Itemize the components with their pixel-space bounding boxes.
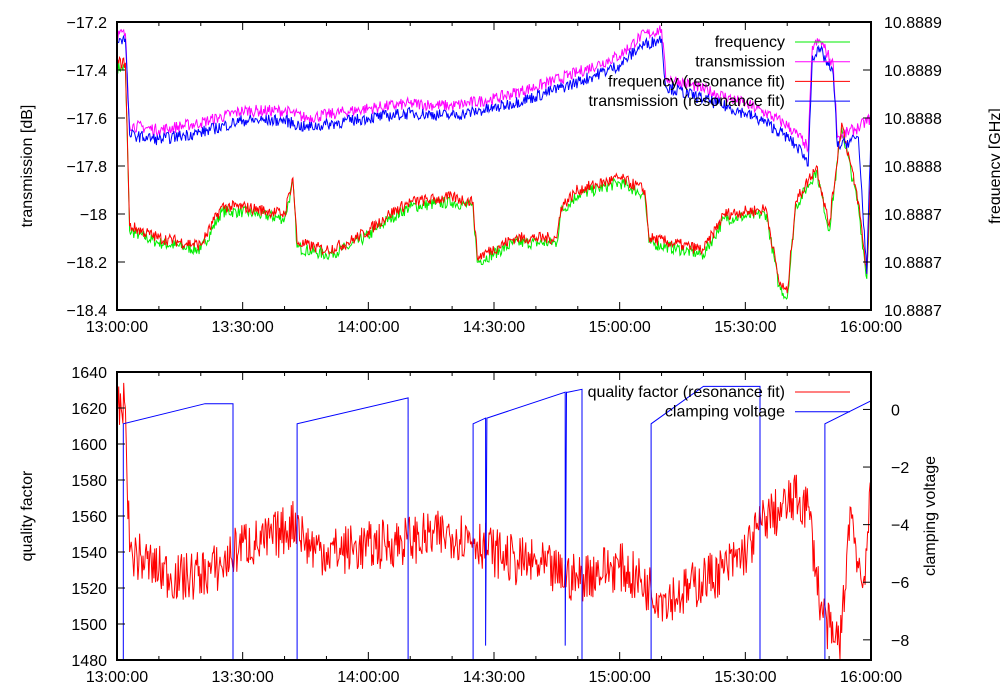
legend-label: quality factor (resonance fit) bbox=[588, 384, 785, 401]
y-tick-label: 1540 bbox=[71, 545, 107, 562]
x-tick-label: 14:30:00 bbox=[463, 669, 525, 686]
y2-tick-label: 10.8887 bbox=[884, 255, 942, 272]
y2-tick-label: −2 bbox=[891, 460, 909, 477]
x-tick-label: 13:30:00 bbox=[212, 669, 274, 686]
y2-tick-label: 10.8889 bbox=[884, 63, 942, 80]
y2-tick-label: −8 bbox=[891, 633, 909, 650]
y2-tick-label: 10.8888 bbox=[884, 111, 942, 128]
plot-panel-0 bbox=[116, 21, 872, 311]
legend-label: transmission bbox=[695, 54, 785, 71]
legend-label: transmission (resonance fit) bbox=[588, 93, 785, 110]
y-tick-label: −18.2 bbox=[67, 255, 108, 272]
x-tick-label: 14:00:00 bbox=[337, 319, 399, 336]
x-tick-label: 13:00:00 bbox=[86, 319, 148, 336]
y2-tick-label: 10.8889 bbox=[884, 15, 942, 32]
y-tick-label: −17.4 bbox=[67, 63, 108, 80]
series-line-transmission-resonance-fit- bbox=[116, 35, 872, 275]
y2-tick-label: 10.8887 bbox=[884, 303, 942, 320]
legend-label: frequency (resonance fit) bbox=[608, 73, 785, 90]
x-tick-label: 15:30:00 bbox=[714, 319, 776, 336]
series-line-clamping-voltage bbox=[117, 385, 872, 661]
y2-tick-label: −6 bbox=[891, 575, 909, 592]
y2-tick-label: 0 bbox=[891, 402, 900, 419]
y-tick-label: 1500 bbox=[71, 617, 107, 634]
y-tick-label: 1620 bbox=[71, 401, 107, 418]
y-axis-label: transmission [dB] bbox=[19, 105, 36, 228]
legend-label: frequency bbox=[715, 34, 785, 51]
x-tick-label: 16:00:00 bbox=[840, 319, 902, 336]
x-tick-label: 14:30:00 bbox=[463, 319, 525, 336]
y-tick-label: 1520 bbox=[71, 581, 107, 598]
y-tick-label: 1640 bbox=[71, 365, 107, 382]
y2-tick-label: −4 bbox=[891, 518, 909, 535]
y-axis-label: quality factor bbox=[19, 470, 36, 561]
y-tick-label: 1580 bbox=[71, 473, 107, 490]
series-line-transmission bbox=[116, 25, 872, 153]
x-tick-label: 15:30:00 bbox=[714, 669, 776, 686]
y-tick-label: −18 bbox=[80, 207, 107, 224]
y2-tick-label: 10.8888 bbox=[884, 159, 942, 176]
y2-axis-label: frequency [GHz] bbox=[987, 108, 1000, 224]
x-tick-label: 14:00:00 bbox=[337, 669, 399, 686]
legend-label: clamping voltage bbox=[665, 404, 785, 421]
x-tick-label: 15:00:00 bbox=[589, 319, 651, 336]
y-tick-label: 1600 bbox=[71, 437, 107, 454]
series-line-quality-factor-resonance-fit- bbox=[116, 382, 872, 660]
y-tick-label: 1560 bbox=[71, 509, 107, 526]
x-tick-label: 13:30:00 bbox=[212, 319, 274, 336]
y-tick-label: 1480 bbox=[71, 653, 107, 670]
x-tick-label: 16:00:00 bbox=[840, 669, 902, 686]
series-line-frequency-resonance-fit- bbox=[116, 55, 872, 294]
y-tick-label: −17.6 bbox=[67, 111, 108, 128]
y2-axis-label: clamping voltage bbox=[922, 456, 939, 576]
x-tick-label: 13:00:00 bbox=[86, 669, 148, 686]
y-tick-label: −18.4 bbox=[67, 303, 108, 320]
y-tick-label: −17.8 bbox=[67, 159, 108, 176]
series-line-frequency bbox=[116, 62, 872, 300]
y-tick-label: −17.2 bbox=[67, 15, 108, 32]
y2-tick-label: 10.8887 bbox=[884, 207, 942, 224]
plot-panel-1 bbox=[116, 371, 872, 661]
x-tick-label: 15:00:00 bbox=[589, 669, 651, 686]
